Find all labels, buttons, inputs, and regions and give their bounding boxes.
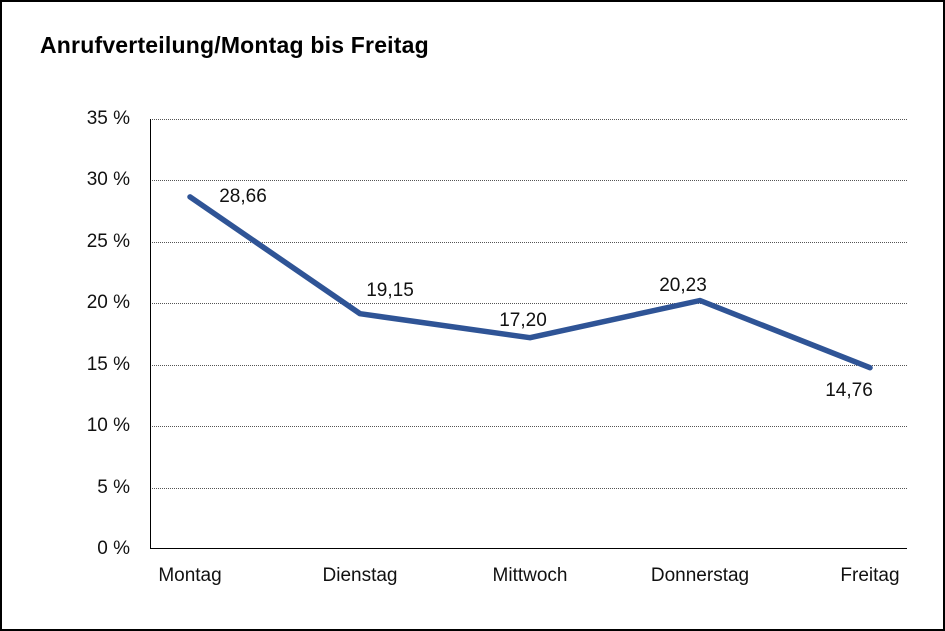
x-tick-label: Donnerstag [650, 565, 750, 586]
gridline-15 [150, 365, 907, 366]
y-tick-label: 35 % [86, 108, 130, 129]
y-axis-line [150, 119, 151, 549]
gridline-30 [150, 180, 907, 181]
gridline-10 [150, 426, 907, 427]
y-tick-label: 0 % [97, 538, 130, 559]
y-tick-label: 5 % [97, 477, 130, 498]
y-tick-label: 15 % [86, 354, 130, 375]
y-tick-label: 10 % [86, 415, 130, 436]
y-tick-label: 25 % [86, 231, 130, 252]
x-tick-label: Freitag [840, 565, 900, 586]
chart-title: Anrufverteilung/Montag bis Freitag [40, 32, 429, 58]
y-tick-label: 30 % [86, 169, 130, 190]
value-label: 28,66 [219, 185, 267, 207]
y-tick-label: 20 % [86, 292, 130, 313]
gridline-20 [150, 303, 907, 304]
gridline-5 [150, 488, 907, 489]
value-label: 20,23 [659, 274, 707, 296]
gridline-25 [150, 242, 907, 243]
gridline-35 [150, 119, 907, 120]
x-tick-label: Mittwoch [492, 565, 568, 586]
value-label: 17,20 [499, 309, 547, 331]
x-tick-label: Montag [158, 565, 222, 586]
line-series-path [187, 194, 873, 371]
value-label: 19,15 [366, 279, 414, 301]
x-tick-label: Dienstag [322, 565, 398, 586]
value-label: 14,76 [825, 379, 873, 401]
x-axis-line [150, 548, 907, 549]
